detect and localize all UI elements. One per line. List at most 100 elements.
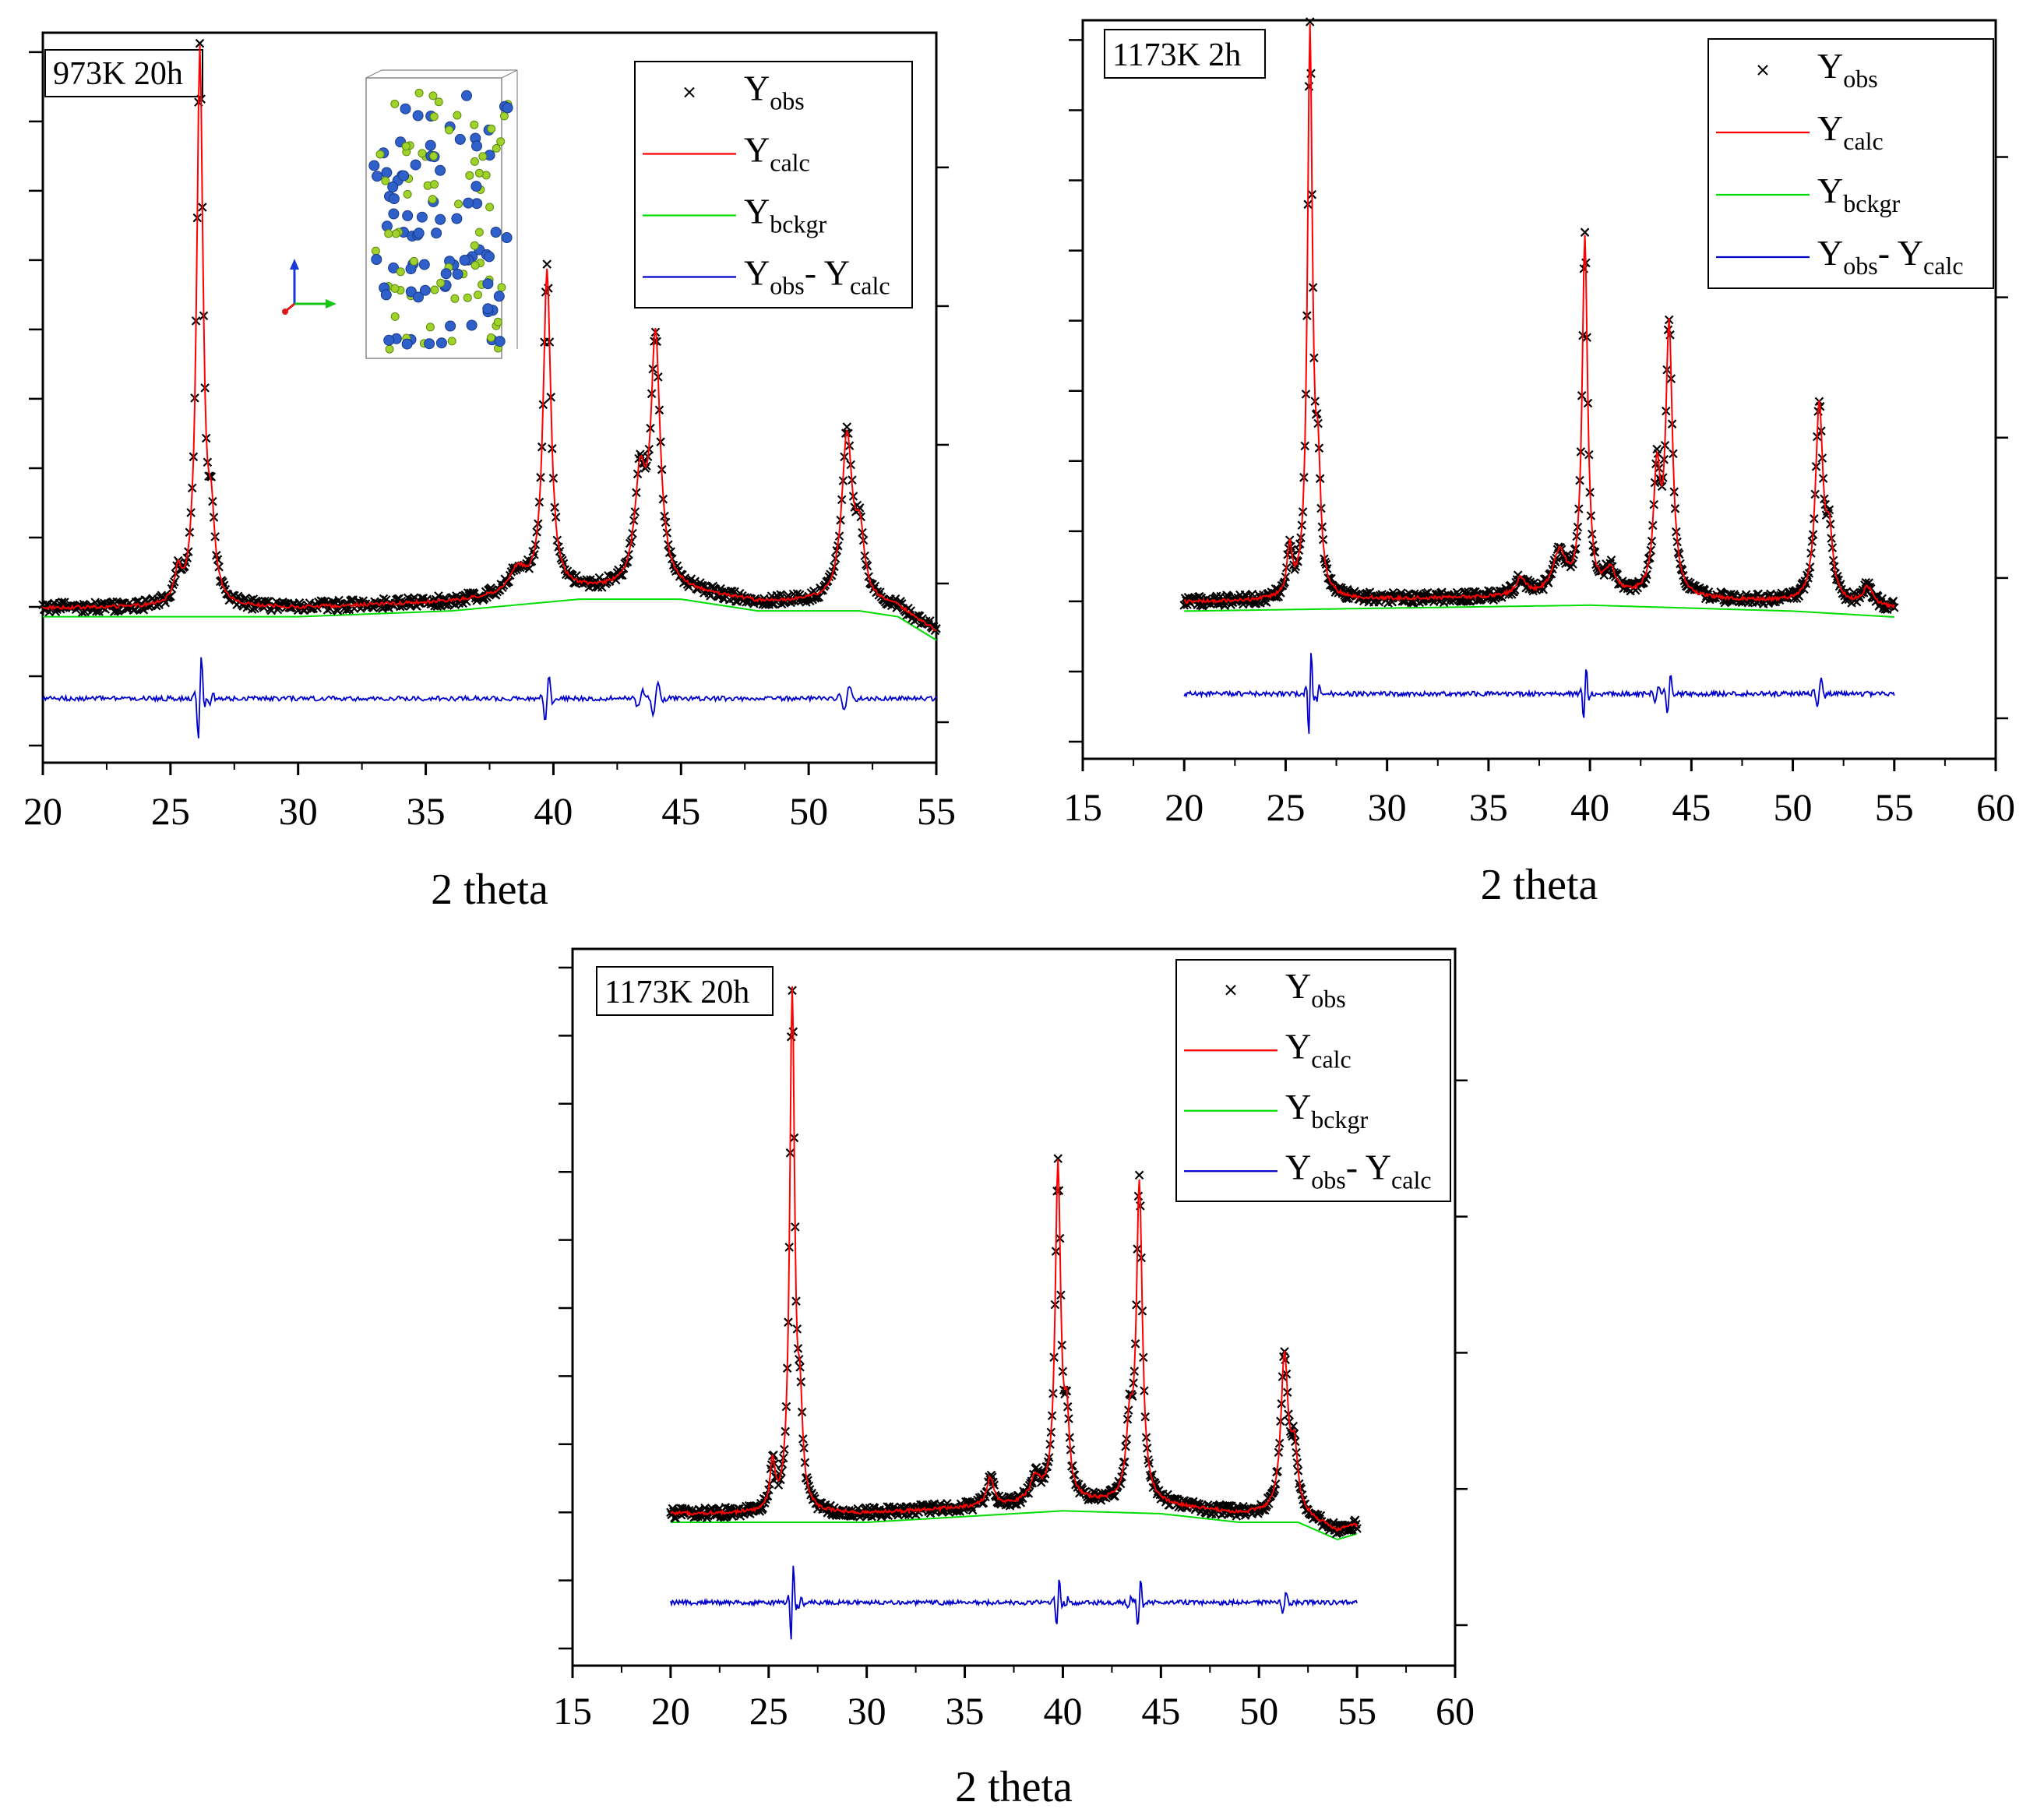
atom-green: [401, 142, 411, 151]
atom-green: [485, 203, 495, 212]
obs-point: [108, 597, 118, 607]
atom-green: [463, 293, 472, 302]
obs-point: [774, 1480, 784, 1490]
atom-blue: [388, 193, 400, 205]
atom-blue: [383, 334, 395, 346]
obs-point: [1261, 598, 1271, 607]
legend-obs-marker: [1757, 65, 1768, 76]
atom-green: [465, 171, 474, 180]
obs-point: [776, 1475, 785, 1485]
atom-blue: [459, 255, 470, 266]
atom-blue: [440, 268, 452, 280]
atom-blue: [412, 110, 424, 122]
legend-calc-label: Ycalc: [1817, 108, 1884, 155]
legend-box: [1175, 959, 1451, 1202]
obs-point: [622, 557, 633, 567]
obs-point: [247, 605, 257, 614]
x-tick-label: 50: [1239, 1689, 1278, 1733]
atom-blue: [410, 159, 421, 171]
obs-point: [1290, 565, 1299, 574]
unit-cell-edge: [501, 69, 518, 79]
atom-green: [447, 337, 456, 346]
atom-green: [474, 168, 484, 178]
atom-blue: [381, 167, 393, 178]
atom-green: [396, 267, 405, 277]
legend-obs-marker: [1225, 985, 1236, 996]
obs-point: [1799, 584, 1809, 594]
atom-blue: [452, 268, 463, 280]
panel-tag-box: [596, 966, 774, 1016]
obs-point: [1276, 588, 1285, 598]
obs-point: [379, 594, 389, 604]
atom-blue: [425, 139, 436, 151]
atom-green: [430, 180, 439, 189]
atom-blue: [435, 337, 447, 349]
atom-green: [445, 125, 454, 135]
background-line: [43, 598, 937, 641]
x-tick-label: 55: [917, 789, 956, 833]
legend-box: [634, 61, 913, 309]
legend-calc-label: Ycalc: [744, 130, 810, 177]
legend-diff-label: Yobs- Ycalc: [744, 253, 890, 300]
axis-a-head: [282, 309, 288, 315]
difference-line: [670, 1565, 1358, 1640]
x-tick-label: 30: [1368, 785, 1407, 829]
x-tick-label: 40: [1043, 1689, 1082, 1733]
atom-green: [499, 111, 509, 121]
panel-tag: 1173K 20h: [604, 975, 749, 1010]
atom-blue: [502, 102, 513, 114]
atom-blue: [413, 291, 424, 303]
obs-point: [1313, 409, 1322, 418]
atom-green: [391, 229, 400, 238]
x-tick-label: 30: [279, 789, 318, 833]
axis-b-head: [326, 299, 337, 309]
atom-green: [428, 91, 438, 100]
legend: Yobs Ycalc Ybckgr Yobs- Ycalc: [634, 61, 913, 309]
obs-point: [842, 422, 852, 432]
obs-point: [932, 624, 941, 633]
atom-green: [470, 241, 479, 250]
atom-blue: [461, 90, 472, 101]
x-axis-title: 2 theta: [431, 866, 548, 914]
atom-green: [384, 229, 393, 238]
atom-blue: [418, 259, 430, 270]
legend: Yobs Ycalc Ybckgr Yobs- Ycalc: [1175, 959, 1451, 1202]
atom-green: [496, 137, 506, 146]
calculated-line: [670, 986, 1359, 1532]
atom-green: [390, 284, 400, 293]
x-tick-label: 50: [1774, 785, 1813, 829]
legend-bckgr-label: Ybckgr: [744, 192, 826, 238]
obs-point: [1568, 559, 1577, 569]
atom-green: [470, 261, 480, 270]
atom-blue: [493, 291, 505, 302]
x-tick-label: 15: [553, 1689, 592, 1733]
crystal-structure-inset: [282, 69, 518, 359]
atom-blue: [388, 208, 400, 220]
x-tick-label: 20: [1165, 785, 1203, 829]
atom-green: [470, 120, 479, 129]
x-axis-title: 2 theta: [1481, 861, 1598, 909]
unit-cell-frame: [365, 77, 502, 359]
background-line: [1184, 604, 1894, 618]
atom-blue: [445, 320, 456, 332]
legend-box: [1707, 38, 1994, 289]
difference-line: [1183, 653, 1895, 734]
x-tick-label: 25: [1266, 785, 1305, 829]
atom-blue: [451, 213, 463, 224]
legend-obs-marker: [684, 86, 695, 98]
obs-point: [1053, 1154, 1063, 1163]
obs-point: [1147, 1470, 1157, 1479]
obs-point: [989, 1480, 999, 1490]
obs-point: [1305, 17, 1315, 26]
atom-green: [390, 99, 400, 108]
atom-green: [385, 344, 394, 354]
x-tick-label: 30: [848, 1689, 886, 1733]
x-tick-label: 35: [407, 789, 446, 833]
atom-green: [486, 333, 495, 342]
atom-green: [418, 149, 427, 158]
atom-blue: [398, 170, 410, 182]
atom-blue: [413, 227, 425, 239]
obs-point: [1270, 1479, 1281, 1489]
obs-point: [769, 1450, 778, 1460]
atom-blue: [466, 319, 478, 331]
